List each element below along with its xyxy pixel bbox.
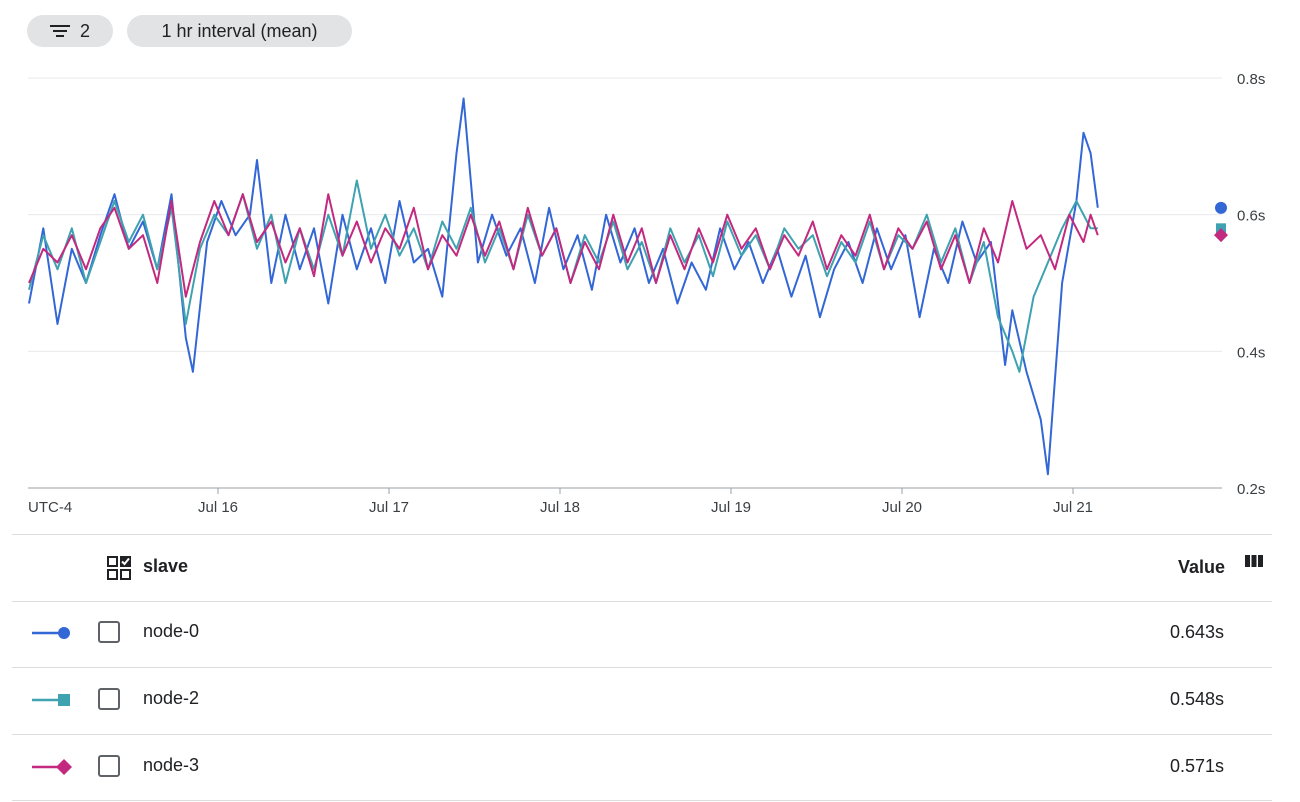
legend-circle-icon bbox=[32, 627, 70, 639]
x-tick-label: Jul 16 bbox=[198, 499, 238, 516]
series-checkbox[interactable] bbox=[98, 621, 120, 643]
filter-chip[interactable]: 2 bbox=[27, 15, 113, 47]
x-tick-label: Jul 17 bbox=[369, 499, 409, 516]
legend-square-icon bbox=[32, 694, 70, 706]
interval-chip[interactable]: 1 hr interval (mean) bbox=[127, 15, 352, 47]
divider bbox=[12, 800, 1272, 801]
interval-label: 1 hr interval (mean) bbox=[161, 20, 318, 41]
table-row: node-2 0.548s bbox=[0, 668, 1300, 734]
series-name: node-0 bbox=[143, 621, 200, 641]
series-line-node-3 bbox=[28, 193, 1099, 298]
series-value: 0.571s bbox=[1169, 756, 1224, 776]
divider bbox=[12, 667, 1272, 668]
end-marker-node-0 bbox=[1215, 201, 1227, 214]
group-by-icon[interactable] bbox=[106, 555, 132, 581]
series-name: node-2 bbox=[143, 688, 200, 708]
y-tick-label: 0.2s bbox=[1237, 481, 1265, 498]
y-tick-label: 0.4s bbox=[1237, 344, 1265, 361]
divider bbox=[12, 734, 1272, 735]
legend-diamond-icon bbox=[32, 759, 72, 775]
filter-icon bbox=[49, 24, 70, 38]
series-value: 0.643s bbox=[1169, 622, 1224, 642]
group-header: slave bbox=[143, 556, 189, 576]
divider bbox=[12, 534, 1272, 535]
x-tick-label: Jul 20 bbox=[882, 499, 922, 516]
series-line-node-2 bbox=[28, 179, 1098, 373]
line-chart: 0.8s 0.6s 0.4s 0.2s Jul 16 Jul 17 Jul 18 Jul 19… bbox=[28, 71, 1265, 516]
table-row: node-0 0.643s bbox=[0, 601, 1300, 667]
x-tick-label: Jul 18 bbox=[540, 499, 580, 516]
end-marker-node-3 bbox=[1214, 228, 1228, 243]
series-name: node-3 bbox=[143, 755, 200, 775]
x-tick-label: Jul 19 bbox=[711, 499, 751, 516]
series-checkbox[interactable] bbox=[98, 755, 120, 777]
timezone-label: UTC-4 bbox=[28, 499, 72, 516]
table-row: node-3 0.571s bbox=[0, 735, 1300, 801]
series-line-node-0 bbox=[28, 97, 1099, 476]
table-header: slave Value bbox=[0, 535, 1300, 601]
column-settings-icon[interactable] bbox=[1244, 553, 1264, 569]
y-tick-label: 0.6s bbox=[1237, 208, 1265, 225]
value-header[interactable]: Value bbox=[1177, 557, 1225, 577]
filter-count: 2 bbox=[79, 20, 90, 41]
series-value: 0.548s bbox=[1169, 689, 1224, 709]
y-tick-label: 0.8s bbox=[1237, 71, 1265, 88]
divider bbox=[12, 601, 1272, 602]
x-tick-label: Jul 21 bbox=[1053, 499, 1093, 516]
series-checkbox[interactable] bbox=[98, 688, 120, 710]
